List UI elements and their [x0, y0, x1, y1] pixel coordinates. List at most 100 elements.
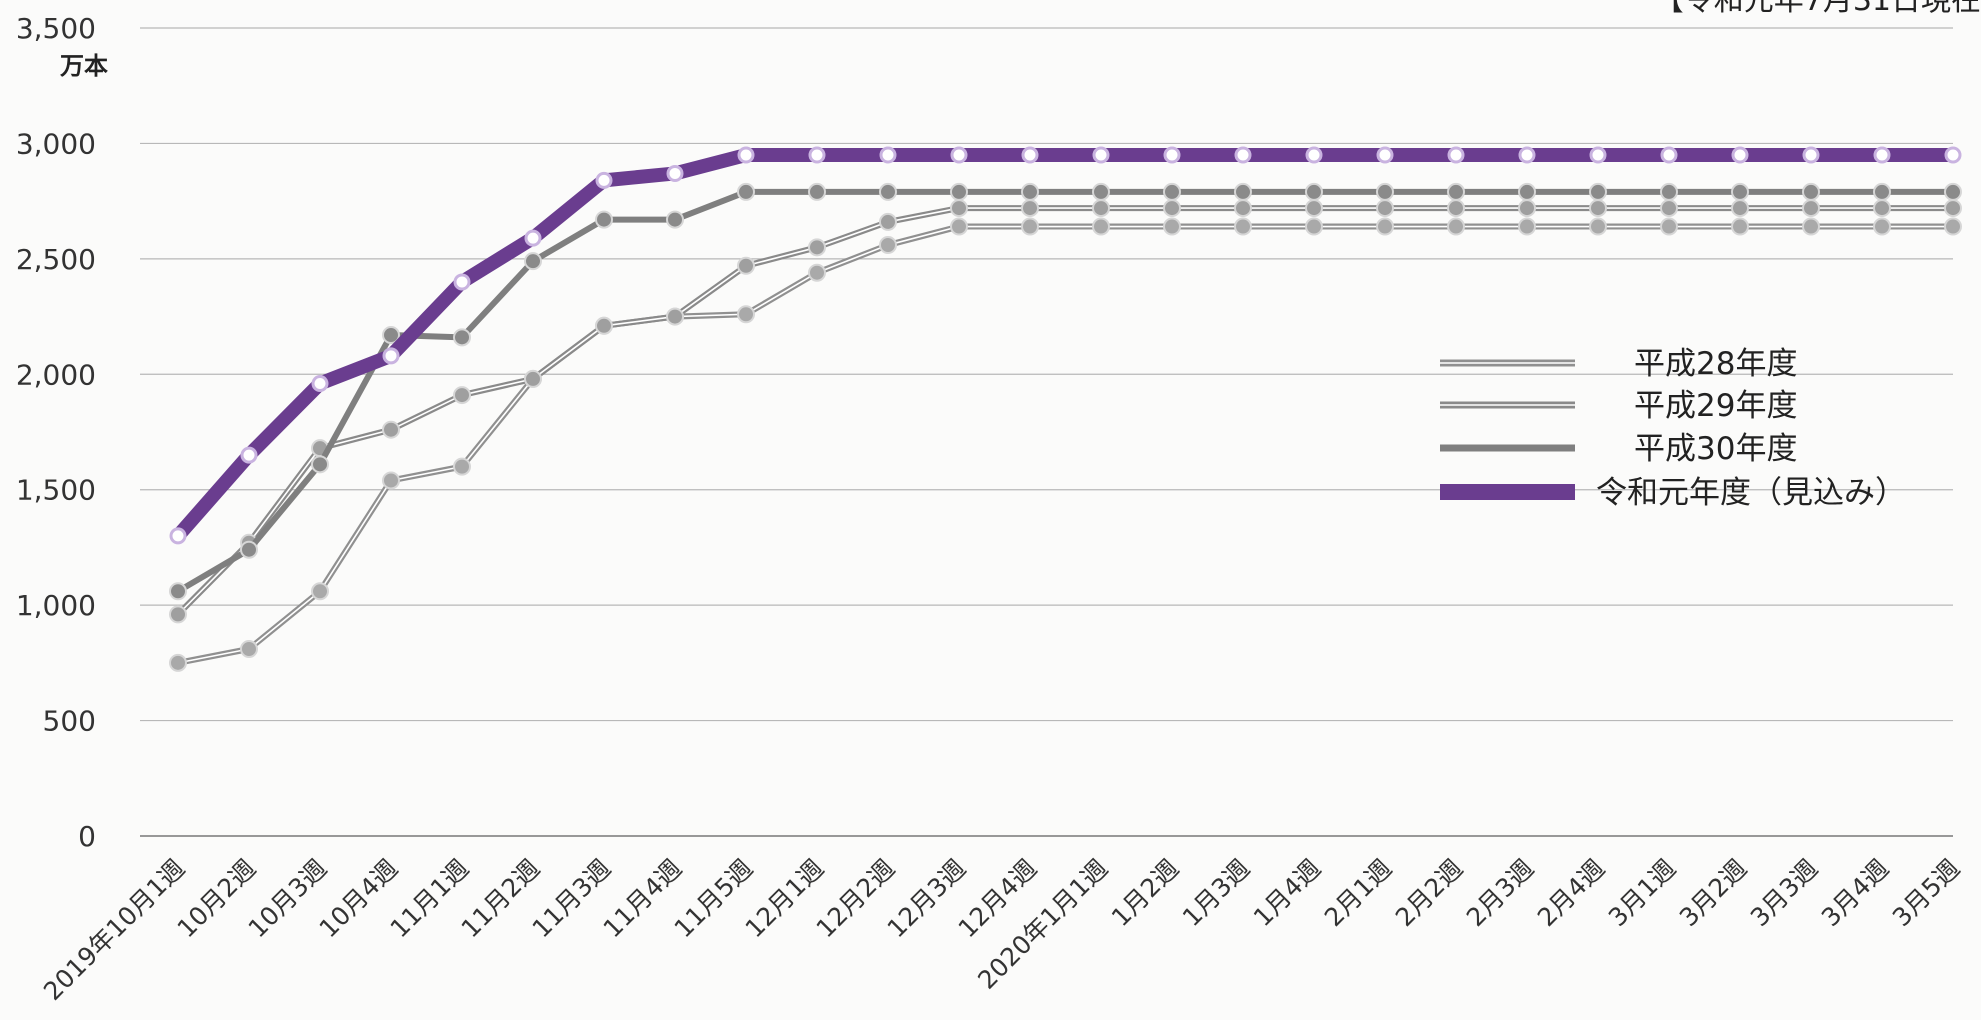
data-point — [1873, 146, 1891, 164]
data-point — [169, 582, 187, 601]
data-point — [1731, 146, 1749, 164]
data-point — [1021, 199, 1039, 218]
x-tick-label: 11月5週 — [669, 854, 759, 944]
series-line — [175, 188, 1956, 595]
data-point — [1802, 199, 1820, 218]
x-axis-ticks: 2019年10月1週10月2週10月3週10月4週11月1週11月2週11月3週… — [38, 854, 1965, 1006]
data-point — [1376, 199, 1394, 218]
data-point — [950, 146, 968, 164]
data-point — [453, 273, 471, 291]
data-point — [1234, 217, 1252, 236]
data-point — [1518, 217, 1536, 236]
data-point — [524, 369, 542, 388]
data-point — [1234, 182, 1252, 201]
data-point — [1376, 146, 1394, 164]
data-point — [1731, 199, 1749, 218]
data-point — [311, 455, 329, 474]
data-point — [169, 653, 187, 672]
data-point — [382, 420, 400, 439]
data-point — [666, 307, 684, 326]
x-tick-label: 11月2週 — [456, 854, 546, 944]
data-point — [1021, 146, 1039, 164]
data-point — [1376, 182, 1394, 201]
x-tick-label: 2019年10月1週 — [38, 854, 190, 1006]
legend-label: 平成30年度 — [1634, 431, 1797, 467]
y-tick-label: 500 — [43, 705, 96, 738]
x-tick-label: 11月4週 — [598, 854, 688, 944]
series-line — [171, 147, 1960, 543]
data-point — [240, 640, 258, 659]
legend-label: 平成28年度 — [1634, 346, 1797, 382]
y-tick-label: 3,500 — [16, 12, 96, 45]
data-point — [1092, 182, 1110, 201]
data-point — [808, 263, 826, 282]
data-point — [1660, 146, 1678, 164]
data-point — [666, 210, 684, 229]
series-lines — [169, 146, 1962, 672]
x-tick-label: 3月4週 — [1816, 854, 1894, 932]
data-point — [382, 347, 400, 365]
data-point — [1092, 217, 1110, 236]
data-point — [1518, 182, 1536, 201]
data-point — [1092, 199, 1110, 218]
data-point — [1234, 199, 1252, 218]
x-tick-label: 12月2週 — [811, 854, 901, 944]
series-line-inner — [177, 207, 1953, 615]
x-tick-label: 1月2週 — [1106, 854, 1184, 932]
data-point — [1305, 146, 1323, 164]
x-tick-label: 2020年1月1週 — [972, 854, 1113, 995]
data-point — [1873, 182, 1891, 201]
x-tick-label: 11月1週 — [385, 854, 475, 944]
y-axis-ticks: 0 500 1,000 1,500 2,000 2,500 3,000 3,500 — [16, 12, 96, 853]
data-point — [1589, 199, 1607, 218]
data-point — [1163, 182, 1181, 201]
data-point — [1944, 217, 1962, 236]
data-point — [1731, 217, 1749, 236]
data-point — [737, 256, 755, 275]
data-point — [1447, 146, 1465, 164]
data-point — [879, 212, 897, 231]
data-point — [1944, 199, 1962, 218]
data-point — [1589, 146, 1607, 164]
data-point — [950, 217, 968, 236]
x-tick-label: 3月5週 — [1887, 854, 1965, 932]
data-point — [1447, 182, 1465, 201]
data-point — [1305, 217, 1323, 236]
data-point — [879, 236, 897, 255]
x-tick-label: 12月3週 — [882, 854, 972, 944]
data-point — [1163, 146, 1181, 164]
data-point — [1234, 146, 1252, 164]
header-note: 【令和元年7月31日現在 — [1654, 0, 1981, 18]
data-point — [382, 471, 400, 490]
data-point — [1305, 182, 1323, 201]
data-point — [1589, 217, 1607, 236]
y-axis-unit: 万本 — [60, 52, 108, 80]
x-tick-label: 3月1週 — [1603, 854, 1681, 932]
data-point — [1447, 199, 1465, 218]
data-point — [737, 182, 755, 201]
legend-label: 令和元年度（見込み） — [1596, 475, 1906, 511]
x-tick-label: 10月3週 — [243, 854, 333, 944]
data-point — [169, 605, 187, 624]
data-point — [879, 182, 897, 201]
data-point — [524, 252, 542, 271]
data-point — [1731, 182, 1749, 201]
x-tick-label: 10月2週 — [172, 854, 262, 944]
data-point — [1802, 182, 1820, 201]
data-point — [595, 210, 613, 229]
data-point — [1944, 146, 1962, 164]
data-point — [1447, 217, 1465, 236]
x-tick-label: 3月2週 — [1674, 854, 1752, 932]
x-tick-label: 2月4週 — [1532, 854, 1610, 932]
data-point — [1021, 182, 1039, 201]
x-tick-label: 11月3週 — [527, 854, 617, 944]
data-point — [311, 375, 329, 393]
x-tick-label: 2月3週 — [1461, 854, 1539, 932]
data-point — [240, 540, 258, 559]
data-point — [879, 146, 897, 164]
data-point — [524, 229, 542, 247]
data-point — [950, 182, 968, 201]
x-tick-label: 12月1週 — [740, 854, 830, 944]
